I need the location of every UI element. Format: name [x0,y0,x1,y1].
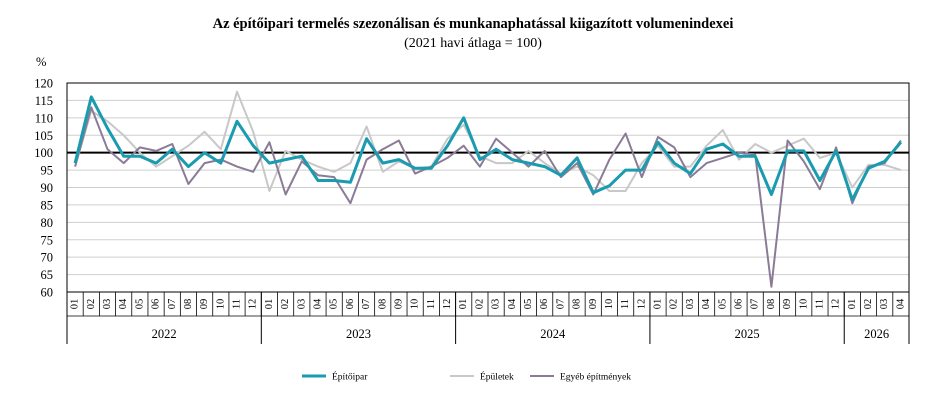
x-month-label: 05 [329,299,340,310]
x-month-label: 11 [232,299,243,309]
x-month-label: 02 [669,299,680,310]
x-month-label: 11 [814,299,825,309]
x-year-label: 2022 [152,327,177,341]
x-month-label: 05 [523,299,534,310]
y-tick-label: 110 [35,111,53,125]
y-tick-label: 105 [34,129,53,143]
x-month-label: 11 [426,299,437,309]
x-month-label: 01 [458,299,469,310]
y-tick-label: 90 [41,181,54,195]
x-month-label: 04 [312,298,323,309]
x-month-label: 10 [215,299,226,310]
x-month-label: 12 [442,299,453,310]
x-year-label: 2024 [540,327,566,341]
x-month-label: 08 [766,299,777,310]
x-month-label: 09 [199,299,210,310]
series-line-0 [73,95,903,202]
x-month-label: 01 [847,299,858,310]
x-month-label: 07 [361,299,372,310]
y-tick-label: 75 [41,233,54,247]
x-month-label: 02 [280,299,291,310]
x-month-label: 11 [620,299,631,309]
x-month-label: 03 [685,299,696,310]
x-month-label: 04 [507,298,518,309]
x-month-label: 03 [102,299,113,310]
x-month-label: 03 [491,299,502,310]
x-month-label: 09 [588,299,599,310]
x-month-label: 04 [701,298,712,309]
x-month-label: 02 [86,299,97,310]
x-month-label: 12 [831,299,842,310]
x-month-label: 04 [118,298,129,309]
x-month-label: 01 [70,299,81,310]
x-month-label: 12 [636,299,647,310]
x-month-label: 12 [248,299,259,310]
y-axis-label: % [36,55,46,69]
legend-label: Egyéb építmények [560,373,631,383]
x-month-label: 03 [879,299,890,310]
x-month-label: 01 [264,299,275,310]
x-month-label: 10 [604,299,615,310]
x-month-label: 02 [863,299,874,310]
x-month-label: 04 [895,298,906,309]
legend-label: Épületek [480,371,514,383]
x-month-label: 09 [782,299,793,310]
x-month-label: 07 [750,299,761,310]
x-month-label: 09 [393,299,404,310]
x-month-label: 08 [183,299,194,310]
x-month-label: 08 [377,299,388,310]
y-tick-label: 80 [41,216,54,230]
x-month-label: 10 [798,299,809,310]
x-month-label: 06 [733,299,744,310]
x-month-label: 05 [134,299,145,310]
y-tick-label: 100 [34,146,53,160]
x-month-label: 07 [555,299,566,310]
x-month-label: 02 [474,299,485,310]
x-year-label: 2025 [735,327,760,341]
y-tick-label: 65 [41,268,54,282]
x-month-label: 10 [410,299,421,310]
y-tick-label: 60 [41,286,54,300]
x-month-label: 06 [345,299,356,310]
x-month-label: 01 [653,299,664,310]
series-line-2 [74,106,902,288]
y-tick-label: 115 [35,94,53,108]
series-line-1 [74,90,902,192]
x-month-label: 06 [539,299,550,310]
x-month-label: 05 [717,299,728,310]
x-year-label: 2026 [864,327,889,341]
x-month-label: 07 [167,299,178,310]
x-month-label: 06 [151,299,162,310]
y-tick-label: 120 [34,77,53,91]
chart-subtitle: (2021 havi átlaga = 100) [404,36,542,51]
y-tick-label: 95 [41,164,54,178]
x-year-label: 2023 [346,327,371,341]
legend-label: Építőipar [332,371,368,383]
chart-title: Az építőipari termelés szezonálisan és m… [212,16,734,32]
y-tick-label: 70 [41,251,54,265]
x-month-label: 03 [296,299,307,310]
y-tick-label: 85 [41,198,54,212]
x-month-label: 08 [572,299,583,310]
